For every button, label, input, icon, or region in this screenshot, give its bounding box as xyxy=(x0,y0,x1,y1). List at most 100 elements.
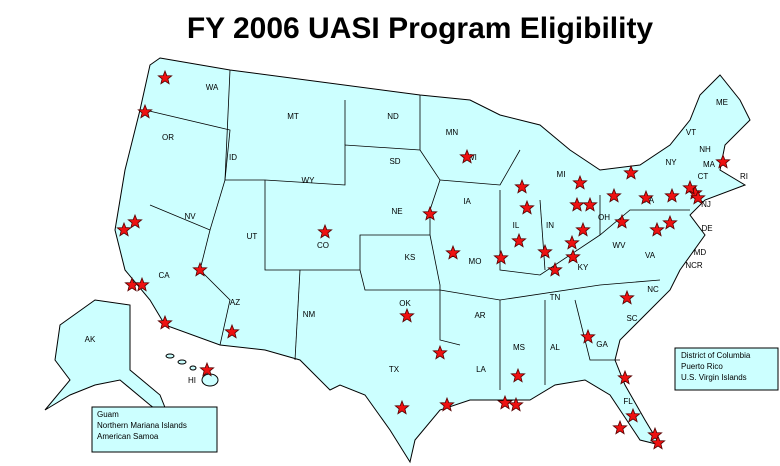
state-label: NY xyxy=(665,158,677,167)
state-label: MI xyxy=(557,170,566,179)
state-label: DE xyxy=(701,224,712,233)
alaska xyxy=(44,299,172,422)
state-label: ME xyxy=(716,98,728,107)
city-star xyxy=(682,179,698,195)
state-label: AK xyxy=(85,335,96,344)
state-label: MS xyxy=(513,343,525,352)
state-label: FL xyxy=(623,397,633,406)
state-label: WA xyxy=(206,83,219,92)
state-label: WV xyxy=(613,241,627,250)
city-star xyxy=(582,196,598,212)
city-star xyxy=(638,189,654,205)
city-star xyxy=(649,221,665,237)
city-star xyxy=(690,189,706,205)
state-label: OK xyxy=(399,299,411,308)
state-label: TN xyxy=(550,293,561,302)
city-star xyxy=(394,399,410,415)
city-star xyxy=(508,396,524,412)
city-star xyxy=(565,248,581,264)
state-label: ID xyxy=(229,153,237,162)
state-label: LA xyxy=(476,365,486,374)
state-label: MO xyxy=(469,257,482,266)
city-star xyxy=(157,314,173,330)
lower-48 xyxy=(114,57,751,464)
city-star xyxy=(606,187,622,203)
state-label: OH xyxy=(598,213,610,222)
state-label: NM xyxy=(303,310,316,319)
hawaii xyxy=(165,353,219,387)
territory-name: U.S. Virgin Islands xyxy=(681,373,747,382)
state-label: SC xyxy=(626,314,637,323)
city-star xyxy=(459,148,475,164)
city-star xyxy=(497,394,513,410)
city-star xyxy=(192,261,208,277)
city-star xyxy=(317,223,333,239)
city-star xyxy=(664,187,680,203)
state-label: VT xyxy=(686,128,696,137)
city-star xyxy=(116,221,132,237)
state-label: HI xyxy=(188,376,196,385)
state-label: AR xyxy=(474,311,485,320)
city-star xyxy=(157,69,173,85)
state-label: CO xyxy=(317,241,329,250)
city-star xyxy=(224,323,240,339)
city-star xyxy=(572,174,588,190)
state-label: NC xyxy=(647,285,659,294)
city-star xyxy=(619,289,635,305)
city-star xyxy=(612,419,628,435)
state-label: IL xyxy=(513,221,520,230)
city-star xyxy=(493,249,509,265)
city-star xyxy=(647,426,663,442)
territory-box xyxy=(674,347,779,391)
city-star xyxy=(715,153,731,169)
state-label: KY xyxy=(578,263,589,272)
city-star xyxy=(569,196,585,212)
city-star xyxy=(137,103,153,119)
city-star xyxy=(617,369,633,385)
state-borders xyxy=(144,69,690,390)
city-star xyxy=(519,199,535,215)
city-star xyxy=(564,234,580,250)
state-label: GA xyxy=(596,340,608,349)
city-star xyxy=(514,178,530,194)
city-star xyxy=(432,344,448,360)
state-label: SD xyxy=(389,157,400,166)
state-label: AL xyxy=(550,343,560,352)
state-label: OR xyxy=(162,133,174,142)
city-star xyxy=(422,205,438,221)
state-label: VA xyxy=(645,251,656,260)
state-label: MD xyxy=(694,248,707,257)
territory-box xyxy=(91,406,218,453)
territory-name: Northern Mariana Islands xyxy=(97,421,187,430)
state-label: RI xyxy=(740,172,748,181)
state-label: AZ xyxy=(230,298,240,307)
state-label: NE xyxy=(391,207,402,216)
city-star xyxy=(134,276,150,292)
state-label: WI xyxy=(467,153,477,162)
city-star xyxy=(575,221,591,237)
state-label: NH xyxy=(699,145,711,154)
state-label: IA xyxy=(463,197,471,206)
city-star xyxy=(537,243,553,259)
state-label: ND xyxy=(387,112,399,121)
map-title: FY 2006 UASI Program Eligibility xyxy=(187,12,654,45)
city-star xyxy=(399,307,415,323)
state-label: IN xyxy=(546,221,554,230)
city-star xyxy=(199,361,215,377)
state-label: MT xyxy=(287,112,299,121)
state-label: MA xyxy=(703,160,716,169)
city-star xyxy=(510,367,526,383)
city-star xyxy=(623,164,639,180)
state-label: NCR xyxy=(685,261,703,270)
state-label: NJ xyxy=(701,200,711,209)
state-label: TX xyxy=(389,365,400,374)
territory-text: District of Columbia Puerto Rico U.S. Virg… xyxy=(97,351,751,441)
city-star xyxy=(127,213,143,229)
city-star xyxy=(547,261,563,277)
eligible-cities xyxy=(116,69,731,450)
state-label: WY xyxy=(302,176,316,185)
state-label: CT xyxy=(698,172,709,181)
city-star xyxy=(614,213,630,229)
